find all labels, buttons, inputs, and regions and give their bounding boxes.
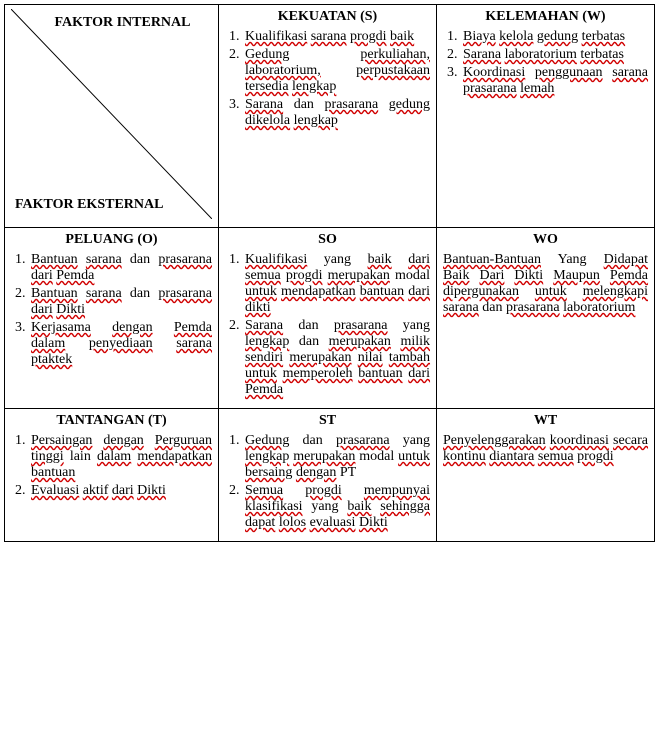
list-item: Bantuan sarana dan prasarana dari Dikti	[29, 286, 212, 318]
list-item: Sarana dan prasarana gedung dikelola len…	[243, 97, 430, 129]
list-item: Biaya kelola gedung terbatas	[461, 29, 648, 45]
factor-diagonal-cell: FAKTOR INTERNAL FAKTOR EKSTERNAL	[5, 5, 219, 228]
wo-text: Bantuan-Bantuan Yang Didapat Baik Dari D…	[443, 252, 648, 316]
list-item: Evaluasi aktif dari Dikti	[29, 483, 212, 499]
swot-table: FAKTOR INTERNAL FAKTOR EKSTERNAL KEKUATA…	[4, 4, 655, 542]
kelemahan-title: KELEMAHAN (W)	[443, 9, 648, 25]
list-item: Bantuan sarana dan prasarana dari Pemda	[29, 252, 212, 284]
kelemahan-cell: KELEMAHAN (W) Biaya kelola gedung terbat…	[437, 5, 655, 228]
wt-text: Penyelenggarakan koordinasi secara konti…	[443, 433, 648, 465]
kelemahan-list: Biaya kelola gedung terbatas Sarana labo…	[461, 29, 648, 97]
peluang-list: Bantuan sarana dan prasarana dari Pemda …	[29, 252, 212, 368]
so-list: Kualifikasi yang baik dari semua progdi …	[243, 252, 430, 398]
kekuatan-title: KEKUATAN (S)	[225, 9, 430, 25]
list-item: Kerjasama dengan Pemda dalam penyediaan …	[29, 320, 212, 368]
list-item: Persaingan dengan Perguruan tinggi lain …	[29, 433, 212, 481]
list-item: Kualifikasi yang baik dari semua progdi …	[243, 252, 430, 316]
so-title: SO	[225, 232, 430, 248]
list-item: Koordinasi penggunaan sarana prasarana l…	[461, 65, 648, 97]
peluang-cell: PELUANG (O) Bantuan sarana dan prasarana…	[5, 228, 219, 409]
tantangan-cell: TANTANGAN (T) Persaingan dengan Pergurua…	[5, 409, 219, 542]
kekuatan-cell: KEKUATAN (S) Kualifikasi sarana progdi b…	[219, 5, 437, 228]
factor-internal-label: FAKTOR INTERNAL	[41, 15, 204, 31]
peluang-title: PELUANG (O)	[11, 232, 212, 248]
list-item: Gedung perkuliahan, laboratorium, perpus…	[243, 47, 430, 95]
wo-cell: WO Bantuan-Bantuan Yang Didapat Baik Dar…	[437, 228, 655, 409]
tantangan-title: TANTANGAN (T)	[11, 413, 212, 429]
list-item: Kualifikasi sarana progdi baik	[243, 29, 430, 45]
wt-title: WT	[443, 413, 648, 429]
tantangan-list: Persaingan dengan Perguruan tinggi lain …	[29, 433, 212, 499]
list-item: Gedung dan prasarana yang lengkap merupa…	[243, 433, 430, 481]
st-cell: ST Gedung dan prasarana yang lengkap mer…	[219, 409, 437, 542]
so-cell: SO Kualifikasi yang baik dari semua prog…	[219, 228, 437, 409]
list-item: Semua progdi mempunyai klasifikasi yang …	[243, 483, 430, 531]
factor-eksternal-label: FAKTOR EKSTERNAL	[15, 197, 163, 213]
wt-cell: WT Penyelenggarakan koordinasi secara ko…	[437, 409, 655, 542]
list-item: Sarana laboratorium terbatas	[461, 47, 648, 63]
st-list: Gedung dan prasarana yang lengkap merupa…	[243, 433, 430, 531]
kekuatan-list: Kualifikasi sarana progdi baik Gedung pe…	[243, 29, 430, 129]
list-item: Sarana dan prasarana yang lengkap dan me…	[243, 318, 430, 398]
wo-title: WO	[443, 232, 648, 248]
st-title: ST	[225, 413, 430, 429]
